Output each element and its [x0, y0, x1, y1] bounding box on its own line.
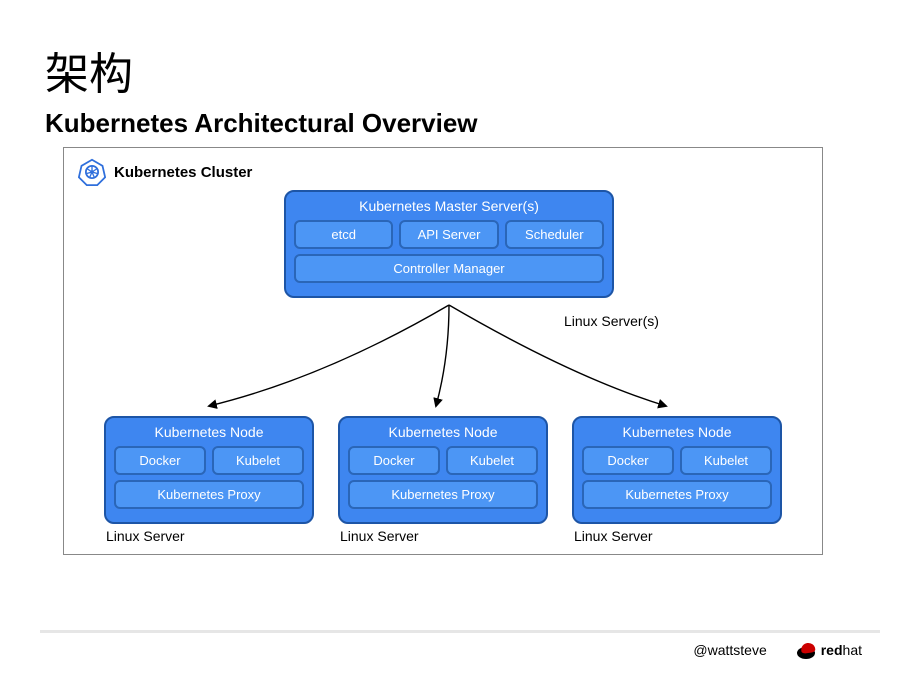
node-1-kubelet: Kubelet: [212, 446, 304, 475]
master-box: Kubernetes Master Server(s) etcd API Ser…: [284, 190, 614, 298]
page-title-en: Kubernetes Architectural Overview: [45, 108, 875, 139]
footer-handle: @wattsteve: [693, 642, 766, 658]
node-2-kubelet: Kubelet: [446, 446, 538, 475]
node-3-caption: Linux Server: [572, 528, 782, 544]
redhat-light: hat: [843, 642, 862, 658]
master-scheduler: Scheduler: [505, 220, 604, 249]
master-controller-manager: Controller Manager: [294, 254, 604, 283]
node-1-caption: Linux Server: [104, 528, 314, 544]
nodes-row: Kubernetes Node Docker Kubelet Kubernete…: [104, 416, 782, 544]
kubernetes-icon: [78, 158, 106, 186]
node-1-title: Kubernetes Node: [114, 424, 304, 440]
node-box-2: Kubernetes Node Docker Kubelet Kubernete…: [338, 416, 548, 524]
node-3-title: Kubernetes Node: [582, 424, 772, 440]
page-title-cn: 架构: [45, 38, 875, 102]
node-3-docker: Docker: [582, 446, 674, 475]
master-title: Kubernetes Master Server(s): [294, 198, 604, 214]
cluster-container: Kubernetes Cluster Kubernetes Master Ser…: [63, 147, 823, 555]
node-2-title: Kubernetes Node: [348, 424, 538, 440]
node-box-1: Kubernetes Node Docker Kubelet Kubernete…: [104, 416, 314, 524]
node-col-2: Kubernetes Node Docker Kubelet Kubernete…: [338, 416, 548, 544]
node-3-kubelet: Kubelet: [680, 446, 772, 475]
node-1-docker: Docker: [114, 446, 206, 475]
master-row2: Controller Manager: [294, 254, 604, 283]
master-api-server: API Server: [399, 220, 498, 249]
node-col-1: Kubernetes Node Docker Kubelet Kubernete…: [104, 416, 314, 544]
node-2-proxy: Kubernetes Proxy: [348, 480, 538, 509]
cluster-header-label: Kubernetes Cluster: [114, 164, 252, 181]
master-etcd: etcd: [294, 220, 393, 249]
master-caption: Linux Server(s): [564, 313, 659, 329]
node-3-proxy: Kubernetes Proxy: [582, 480, 772, 509]
redhat-icon: [795, 639, 817, 661]
node-2-caption: Linux Server: [338, 528, 548, 544]
node-1-proxy: Kubernetes Proxy: [114, 480, 304, 509]
master-row1: etcd API Server Scheduler: [294, 220, 604, 249]
footer-bar: @wattsteve redhat: [40, 630, 880, 660]
node-box-3: Kubernetes Node Docker Kubelet Kubernete…: [572, 416, 782, 524]
redhat-bold: red: [821, 642, 843, 658]
node-col-3: Kubernetes Node Docker Kubelet Kubernete…: [572, 416, 782, 544]
redhat-logo: redhat: [795, 639, 862, 661]
cluster-header: Kubernetes Cluster: [78, 158, 808, 186]
node-2-docker: Docker: [348, 446, 440, 475]
